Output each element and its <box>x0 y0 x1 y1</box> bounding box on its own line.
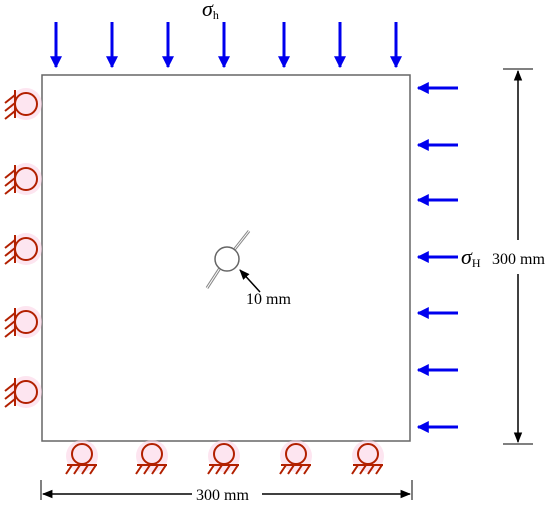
hole-pointer-arrow <box>239 269 261 293</box>
width-dimension <box>40 480 413 500</box>
width-dimension-label: 300 mm <box>196 487 249 504</box>
top-load-arrows <box>50 22 402 69</box>
borehole <box>205 230 251 289</box>
roller-support-icon <box>65 440 98 475</box>
height-dimension-label: 300 mm <box>492 251 545 268</box>
roller-support-icon <box>4 163 42 195</box>
roller-support-icon <box>4 88 42 120</box>
sigma-H-label: σH <box>461 244 481 270</box>
roller-support-icon <box>4 233 42 265</box>
roller-support-icon <box>135 440 168 475</box>
roller-support-icon <box>279 440 312 475</box>
right-load-arrows <box>416 82 458 433</box>
height-dimension <box>503 68 533 445</box>
hole-circle <box>214 246 240 272</box>
roller-support-icon <box>207 440 240 475</box>
roller-support-icon <box>4 376 42 408</box>
roller-support-icon <box>4 306 42 338</box>
roller-support-icon <box>351 440 384 475</box>
left-roller-supports <box>4 88 42 408</box>
hole-dimension-label: 10 mm <box>246 291 291 308</box>
sigma-h-label: σh <box>202 0 219 22</box>
bottom-roller-supports <box>65 440 384 475</box>
